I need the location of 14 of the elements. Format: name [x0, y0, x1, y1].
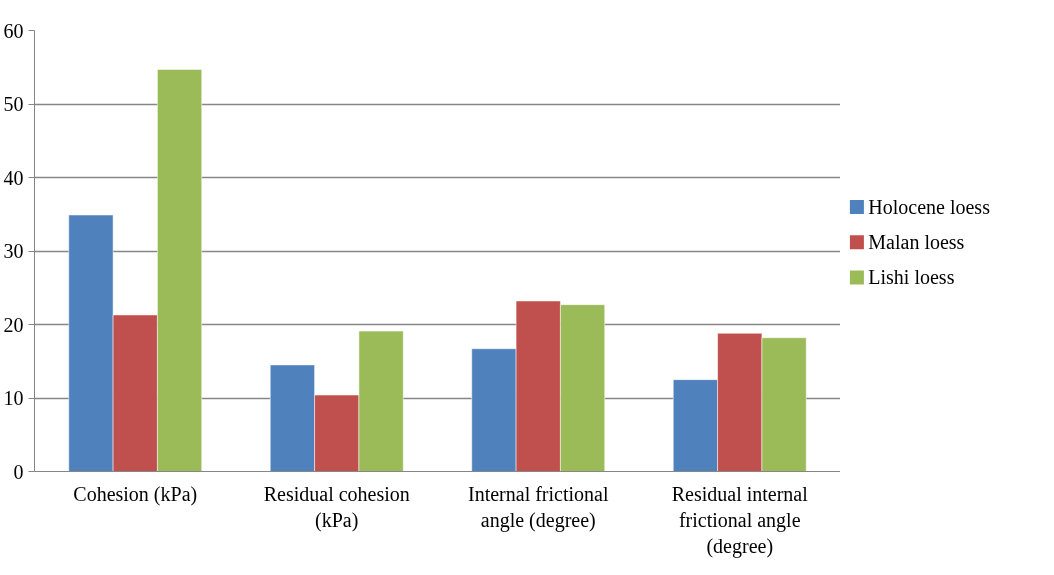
x-tick-label: Cohesion (kPa) [73, 482, 198, 506]
y-tick-label: 50 [3, 93, 24, 115]
y-tick-label: 60 [3, 19, 24, 42]
legend-label: Lishi loess [868, 266, 955, 289]
y-tick-label: 20 [3, 313, 24, 336]
legend-label: Malan loess [868, 231, 965, 254]
x-tick-label: Residual cohesion (kPa) [263, 482, 410, 532]
y-tick-label: 30 [3, 240, 24, 262]
y-tick-label: 0 [13, 460, 24, 483]
x-tick-label: Residual internal frictional angle (degree) [671, 482, 809, 559]
y-tick-label: 40 [3, 166, 24, 189]
x-tick-label: Internal frictional angle (degree) [468, 482, 609, 532]
y-tick-label: 10 [3, 387, 24, 409]
legend-label: Holocene loess [868, 195, 991, 218]
